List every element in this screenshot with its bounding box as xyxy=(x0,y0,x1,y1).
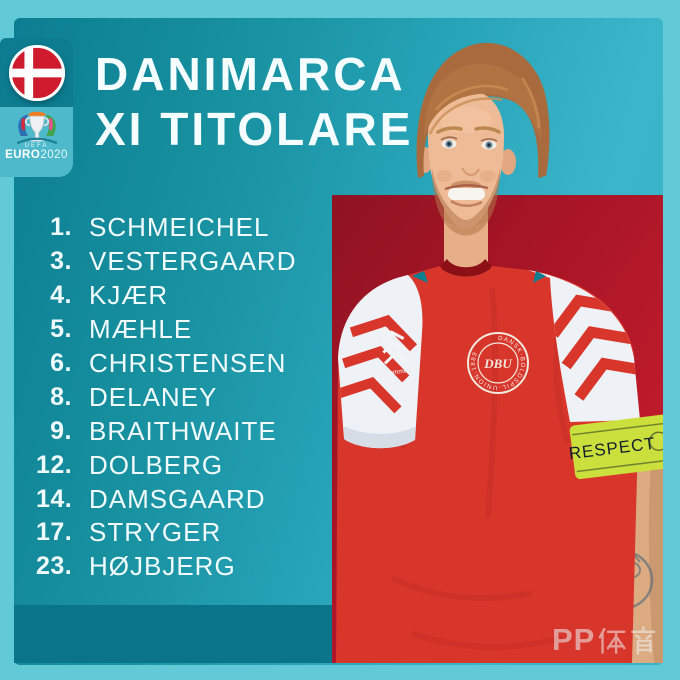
player-name: VESTERGAARD xyxy=(89,246,297,277)
title-line-2: XI TITOLARE xyxy=(95,103,414,155)
hummel-text: hummel xyxy=(385,367,409,377)
denmark-flag-badge xyxy=(0,38,73,107)
lineup-row: 3. VESTERGAARD xyxy=(36,245,332,279)
page-title: DANIMARCA XI TITOLARE xyxy=(95,47,413,157)
lineup-list: 1. SCHMEICHEL 3. VESTERGAARD 4. KJÆR 5. MÆHL… xyxy=(36,211,332,584)
left-sleeve xyxy=(338,275,423,449)
title-line-1: DANIMARCA xyxy=(95,48,406,100)
right-seam-trim xyxy=(533,271,546,283)
left-seam-trim xyxy=(412,271,428,283)
player-number: 3. xyxy=(50,247,72,276)
captain-armband: RESPECT xyxy=(568,414,663,480)
player-number: 4. xyxy=(50,281,72,310)
player-name: HØJBJERG xyxy=(89,551,236,582)
player-name: SCHMEICHEL xyxy=(89,212,270,243)
watermark: PP xyxy=(552,622,656,658)
left-sleeve-chevrons xyxy=(338,314,418,414)
player-photo: RESPECT DANSK·BOLDSPIL·UNION·1889 DBU hu… xyxy=(336,42,663,663)
player-number: 12. xyxy=(36,450,73,479)
lineup-row: 4. KJÆR xyxy=(36,279,332,313)
lineup-row: 17. STRYGER xyxy=(36,516,332,550)
player-number: 17. xyxy=(36,518,73,547)
lineup-row: 6. CHRISTENSEN xyxy=(36,347,332,381)
denmark-flag-icon xyxy=(8,44,65,101)
lineup-row: 23. HØJBJERG xyxy=(36,550,332,584)
watermark-cjk-glyphs xyxy=(598,626,656,655)
player-number: 8. xyxy=(50,382,72,411)
euro2020-label: EURO2020 xyxy=(5,149,68,161)
player-number: 1. xyxy=(50,213,72,242)
player-name: BRAITHWAITE xyxy=(89,415,277,446)
lineup-row: 9. BRAITHWAITE xyxy=(36,414,332,448)
player-head xyxy=(416,42,550,236)
euro2020-trophy-icon xyxy=(16,111,57,145)
player-name: STRYGER xyxy=(89,517,222,548)
hummel-logo: hummel xyxy=(380,330,410,377)
uefa-label: UEFA xyxy=(24,143,49,149)
lineup-row: 1. SCHMEICHEL xyxy=(36,211,332,245)
lineup-row: 12. DOLBERG xyxy=(36,448,332,482)
player-name: KJÆR xyxy=(89,280,169,311)
player-name: DAMSGAARD xyxy=(89,483,266,514)
player-name: CHRISTENSEN xyxy=(89,348,287,378)
player-number: 6. xyxy=(50,349,72,377)
player-number: 5. xyxy=(50,315,72,344)
watermark-latin: PP xyxy=(552,622,596,657)
lineup-row: 14. DAMSGAARD xyxy=(36,482,332,516)
lineup-row: 8. DELANEY xyxy=(36,380,332,414)
player-number: 9. xyxy=(50,416,72,445)
player-name: DOLBERG xyxy=(89,449,224,480)
footer-band xyxy=(14,605,332,663)
euro2020-logo: UEFA EURO2020 xyxy=(0,107,73,177)
player-number: 23. xyxy=(36,552,73,581)
lineup-row: 5. MÆHLE xyxy=(36,313,332,347)
player-name: DELANEY xyxy=(89,381,218,412)
player-number: 14. xyxy=(36,484,73,513)
jersey-collar xyxy=(440,259,492,277)
crest-center-text: DBU xyxy=(483,356,512,371)
player-name: MÆHLE xyxy=(89,314,193,345)
